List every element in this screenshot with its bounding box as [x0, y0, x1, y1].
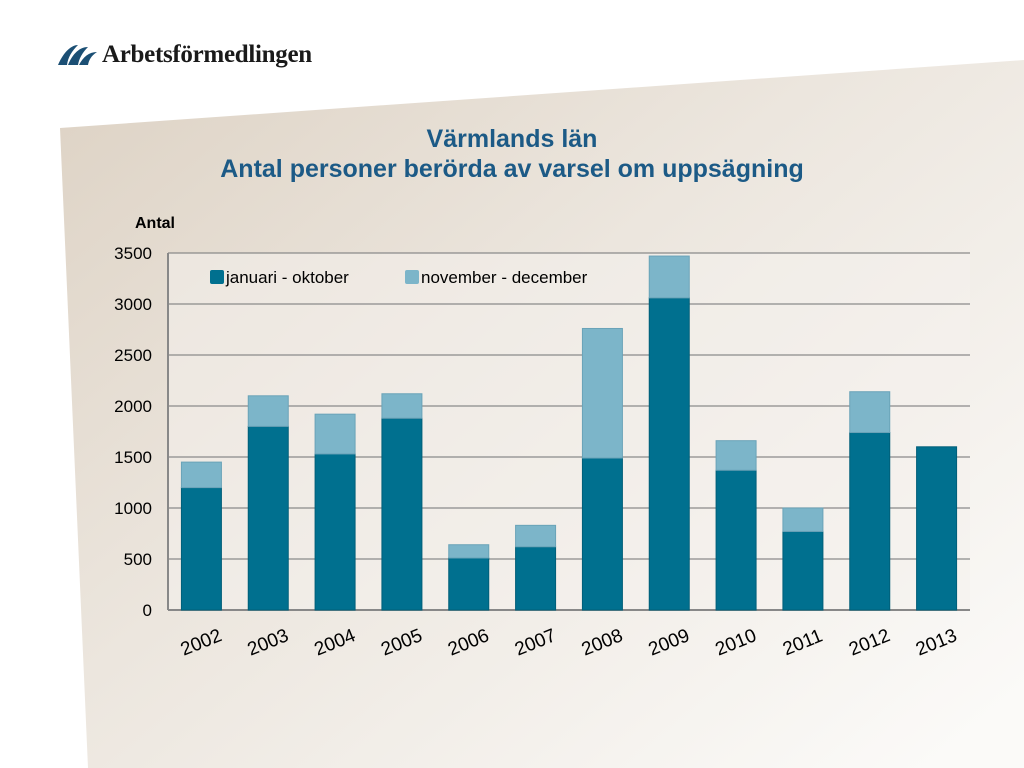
- x-tick-label: 2005: [378, 625, 425, 660]
- legend-label: november - december: [421, 268, 588, 287]
- y-tick-label: 2000: [114, 397, 152, 416]
- y-tick-label: 3500: [114, 244, 152, 263]
- x-tick-label: 2008: [579, 625, 626, 660]
- x-tick-label: 2011: [780, 626, 826, 661]
- bar-jan-okt: [715, 469, 757, 611]
- bar-nov-dec: [849, 391, 891, 434]
- x-tick-label: 2003: [245, 625, 292, 660]
- bar-nov-dec: [515, 524, 557, 548]
- legend-label: januari - oktober: [225, 268, 349, 287]
- chart-title: Värmlands län Antal personer berörda av …: [0, 124, 1024, 184]
- bar-jan-okt: [581, 457, 623, 611]
- x-tick-label: 2002: [178, 625, 225, 660]
- bar-jan-okt: [648, 297, 690, 611]
- y-axis-label: Antal: [135, 215, 175, 232]
- x-tick-label: 2012: [846, 625, 893, 660]
- chart-title-line2: Antal personer berörda av varsel om upps…: [220, 155, 804, 183]
- bar-jan-okt: [314, 453, 356, 611]
- bar-nov-dec: [782, 507, 824, 532]
- legend-swatch: [405, 270, 419, 284]
- logo-text: Arbetsförmedlingen: [102, 41, 312, 68]
- x-tick-label: 2006: [445, 625, 492, 660]
- bar-nov-dec: [715, 440, 757, 471]
- bar-nov-dec: [448, 544, 490, 559]
- bar-jan-okt: [381, 417, 423, 611]
- x-tick-label: 2007: [512, 625, 559, 660]
- arbetsformedlingen-logo-icon: [58, 45, 97, 65]
- y-tick-label: 0: [143, 601, 152, 620]
- y-tick-label: 3000: [114, 295, 152, 314]
- bar-nov-dec: [648, 255, 690, 299]
- x-tick-label: 2013: [913, 625, 960, 660]
- chart-title-line1: Värmlands län: [426, 125, 598, 153]
- x-tick-label: 2009: [646, 625, 693, 660]
- legend-swatch: [210, 270, 224, 284]
- y-tick-label: 1000: [114, 499, 152, 518]
- bar-jan-okt: [515, 546, 557, 611]
- y-tick-label: 500: [124, 550, 152, 569]
- bar-jan-okt: [448, 557, 490, 611]
- y-tick-label: 2500: [114, 346, 152, 365]
- brand-logo: Arbetsförmedlingen: [58, 38, 312, 72]
- x-tick-label: 2004: [311, 625, 358, 660]
- bar-nov-dec: [581, 327, 623, 459]
- y-tick-label: 1500: [114, 448, 152, 467]
- x-tick-label: 2010: [712, 625, 759, 660]
- bar-nov-dec: [381, 393, 423, 419]
- bar-nov-dec: [247, 395, 289, 427]
- bar-nov-dec: [314, 413, 356, 455]
- bar-jan-okt: [180, 487, 222, 611]
- plot-area: [168, 253, 970, 610]
- bar-jan-okt: [849, 432, 891, 611]
- bar-nov-dec: [180, 461, 222, 489]
- bar-jan-okt: [916, 446, 958, 611]
- bar-jan-okt: [782, 530, 824, 611]
- bar-jan-okt: [247, 425, 289, 611]
